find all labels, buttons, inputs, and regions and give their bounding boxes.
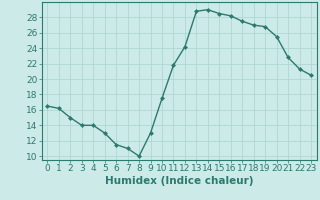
X-axis label: Humidex (Indice chaleur): Humidex (Indice chaleur) bbox=[105, 176, 253, 186]
